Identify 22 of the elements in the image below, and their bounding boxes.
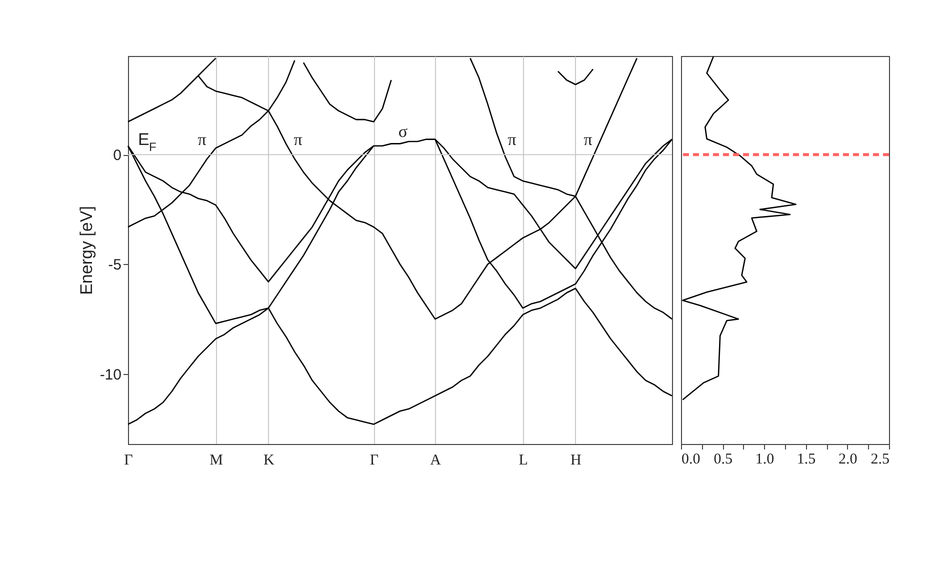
x-tick-label: 2.0 (838, 452, 858, 468)
x-tick-label: Γ (370, 452, 379, 468)
annotation: π (198, 130, 207, 149)
x-tick-label: L (518, 452, 528, 468)
y-axis-title: Energy [eV] (76, 206, 96, 295)
x-tick-label: 0.0 (682, 452, 700, 468)
x-tick-label: 1.0 (755, 452, 774, 468)
y-tick-label: -5 (108, 256, 122, 274)
x-tick-label: M (210, 452, 223, 468)
y-tick-label: -10 (100, 366, 122, 384)
x-tick-label: K (263, 452, 274, 468)
y-tick-label: 0 (113, 147, 122, 164)
x-tick-label: 0.5 (714, 452, 732, 468)
x-tick-label: A (430, 452, 442, 468)
x-tick-label: Γ (124, 452, 134, 468)
annotation: σ (398, 122, 408, 141)
annotation: π (294, 130, 303, 149)
annotation: π (508, 130, 517, 149)
x-tick-label: 1.5 (796, 452, 816, 468)
x-tick-label: 2.5 (870, 452, 890, 468)
x-tick-label: H (570, 452, 582, 468)
annotation: π (584, 130, 593, 149)
